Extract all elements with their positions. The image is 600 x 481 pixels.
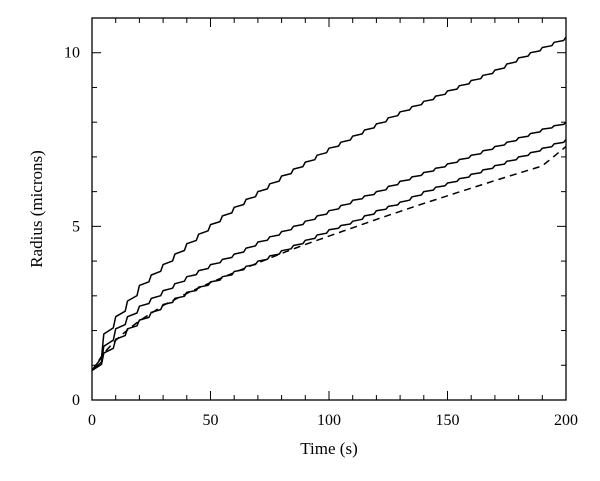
ticks-layer: 0 50 100 150 200 0 5 10 — [64, 17, 578, 429]
x-tick-label: 50 — [203, 412, 219, 429]
x-tick-label: 200 — [554, 412, 578, 429]
x-tick-label: 0 — [88, 412, 96, 429]
series-line-2 — [91, 121, 567, 372]
y-tick-label: 0 — [72, 392, 80, 409]
x-axis-label: Time (s) — [300, 439, 357, 458]
y-tick-label: 10 — [64, 45, 80, 62]
series-line-4 — [91, 145, 567, 371]
y-axis-label: Radius (microns) — [27, 150, 46, 268]
y-tick-label: 5 — [72, 218, 80, 235]
series-line-1 — [91, 36, 567, 371]
series-layer — [91, 36, 567, 372]
x-tick-label: 150 — [436, 412, 460, 429]
x-tick-label: 100 — [317, 412, 341, 429]
